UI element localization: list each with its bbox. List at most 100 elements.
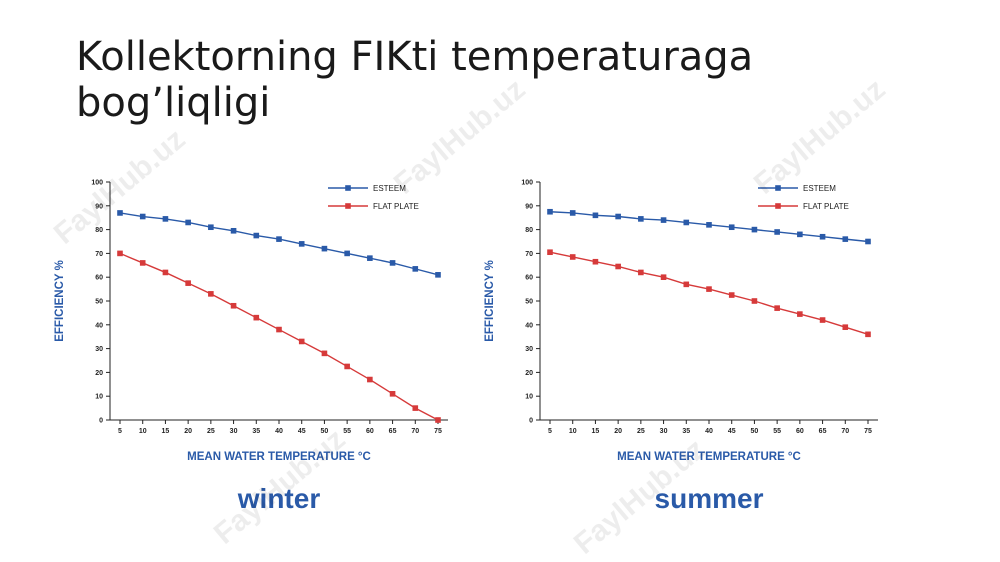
data-point-esteem (728, 224, 735, 231)
data-point-flat-plate (592, 258, 599, 265)
data-point-flat-plate (412, 405, 419, 411)
y-tick-label: 30 (95, 346, 103, 353)
data-point-esteem (389, 260, 396, 266)
chart-caption: winter (237, 483, 321, 514)
data-point-flat-plate (683, 281, 690, 288)
y-tick-label: 80 (525, 227, 533, 234)
data-point-esteem (412, 266, 419, 272)
data-point-esteem (774, 229, 780, 235)
x-tick-label: 75 (864, 428, 872, 435)
y-tick-label: 50 (95, 299, 103, 306)
data-point-flat-plate (842, 324, 849, 330)
x-tick-label: 5 (548, 428, 552, 435)
legend-marker-esteem (775, 185, 781, 191)
data-point-esteem (592, 212, 599, 219)
data-point-esteem (751, 226, 758, 233)
x-tick-label: 15 (592, 428, 600, 435)
y-tick-label: 100 (521, 180, 533, 187)
x-tick-label: 30 (230, 428, 238, 435)
data-point-esteem (208, 224, 214, 231)
y-tick-label: 50 (525, 299, 533, 306)
x-tick-label: 55 (773, 428, 781, 435)
data-point-flat-plate (185, 280, 191, 286)
data-point-esteem (230, 227, 237, 234)
y-tick-label: 60 (95, 275, 103, 282)
data-point-flat-plate (321, 350, 328, 357)
y-tick-label: 80 (95, 227, 103, 234)
x-tick-label: 10 (569, 428, 577, 435)
y-tick-label: 100 (91, 180, 103, 187)
x-tick-label: 50 (321, 428, 329, 435)
data-point-esteem (276, 236, 282, 242)
data-point-esteem (797, 231, 803, 238)
winter-efficiency-chart: 0 10 20 30 40 50 60 70 80 90 100 5 10 15 20 25 30 35 40 45 5… (54, 180, 448, 514)
data-point-flat-plate (706, 286, 712, 292)
legend-marker-flat-plate (775, 203, 781, 209)
y-tick-label: 40 (525, 322, 533, 329)
data-point-flat-plate (276, 326, 282, 333)
data-point-flat-plate (751, 298, 758, 304)
x-tick-label: 55 (343, 428, 351, 435)
x-tick-label: 60 (796, 428, 804, 435)
chart-caption: summer (655, 483, 764, 514)
data-point-esteem (706, 222, 712, 228)
data-point-esteem (139, 213, 146, 220)
x-tick-label: 75 (434, 428, 442, 435)
y-tick-label: 0 (529, 418, 533, 425)
x-tick-label: 30 (660, 428, 668, 435)
data-point-esteem (162, 216, 169, 222)
data-point-esteem (321, 245, 328, 252)
y-tick-label: 90 (525, 203, 533, 210)
data-point-esteem (117, 210, 123, 216)
data-point-esteem (253, 232, 260, 239)
x-tick-label: 10 (139, 428, 147, 435)
data-point-esteem (298, 241, 305, 247)
legend-label-esteem: ESTEEM (373, 184, 406, 193)
y-axis-title: EFFICIENCY % (484, 260, 496, 342)
x-tick-label: 70 (411, 428, 419, 435)
x-axis-title: MEAN WATER TEMPERATURE °C (617, 451, 801, 463)
data-point-flat-plate (344, 363, 350, 370)
x-tick-label: 50 (751, 428, 759, 435)
summer-efficiency-chart: 0 10 20 30 40 50 60 70 80 90 100 5 10 15 20 25 30 35 40 45 5… (484, 180, 878, 514)
y-tick-label: 10 (95, 394, 103, 401)
data-point-esteem (865, 238, 871, 245)
legend-label-esteem: ESTEEM (803, 184, 836, 193)
y-axis-title: EFFICIENCY % (54, 260, 66, 342)
x-tick-label: 5 (118, 428, 122, 435)
x-axis-title: MEAN WATER TEMPERATURE °C (187, 451, 371, 463)
data-point-flat-plate (208, 291, 214, 297)
y-tick-label: 20 (95, 370, 103, 377)
legend-label-flat-plate: FLAT PLATE (803, 202, 849, 211)
y-tick-label: 90 (95, 203, 103, 210)
data-point-flat-plate (728, 292, 735, 298)
data-point-esteem (660, 217, 667, 223)
y-tick-label: 0 (99, 418, 103, 425)
y-tick-label: 70 (95, 251, 103, 258)
slide-title: Kollektorning FIKti temperaturaga bog’li… (76, 34, 754, 126)
y-tick-label: 30 (525, 346, 533, 353)
legend-marker-flat-plate (345, 203, 351, 209)
data-point-flat-plate (389, 391, 396, 397)
x-tick-label: 25 (207, 428, 215, 435)
data-point-esteem (435, 272, 441, 278)
y-tick-label: 60 (525, 275, 533, 282)
data-point-flat-plate (660, 274, 667, 280)
x-tick-label: 40 (705, 428, 713, 435)
y-tick-label: 70 (525, 251, 533, 258)
data-point-esteem (819, 233, 826, 240)
data-point-esteem (842, 236, 849, 242)
data-point-flat-plate (797, 311, 803, 317)
data-point-esteem (638, 216, 644, 222)
data-point-flat-plate (547, 249, 553, 256)
y-tick-label: 40 (95, 322, 103, 329)
x-tick-label: 65 (819, 428, 827, 435)
data-point-flat-plate (638, 269, 644, 276)
data-point-flat-plate (298, 338, 305, 345)
data-point-flat-plate (139, 260, 146, 266)
x-tick-label: 20 (184, 428, 192, 435)
x-tick-label: 35 (682, 428, 690, 435)
y-tick-label: 10 (525, 394, 533, 401)
data-point-esteem (344, 250, 350, 257)
x-tick-label: 20 (614, 428, 622, 435)
